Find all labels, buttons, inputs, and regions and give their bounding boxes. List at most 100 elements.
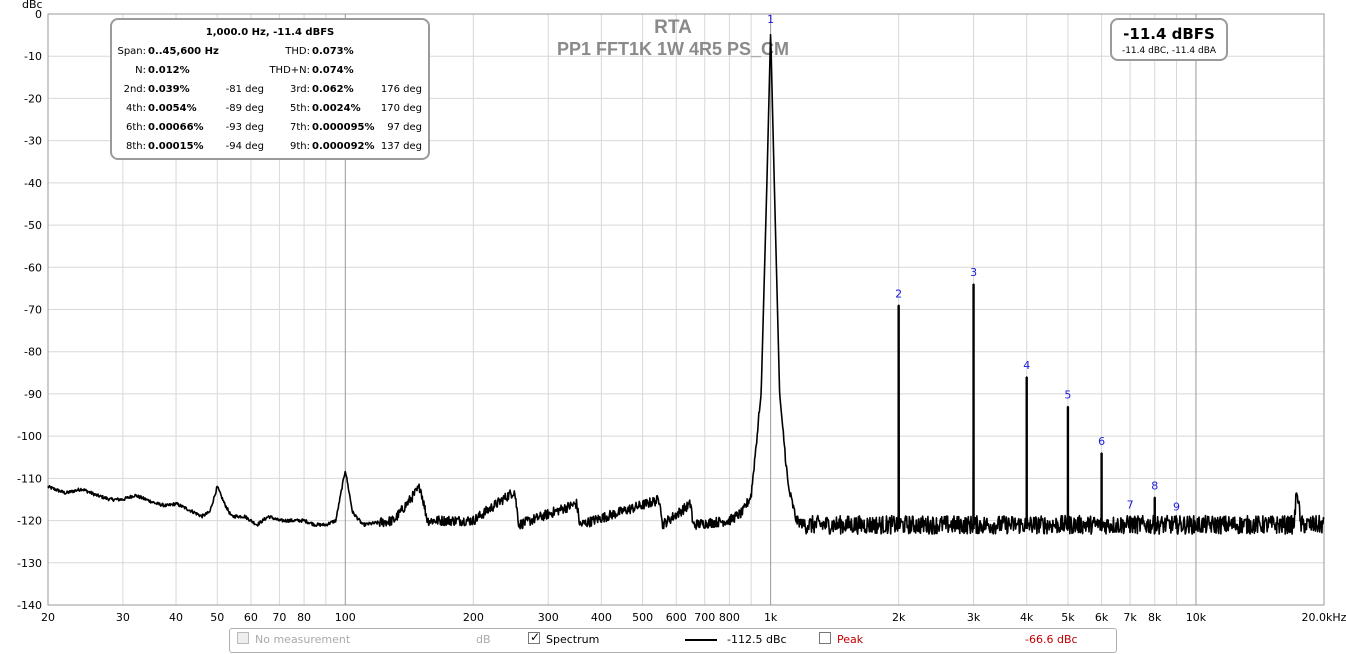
x-tick-label: 10k [1186, 611, 1207, 624]
harmonic-phase: -81 deg [225, 84, 264, 95]
distortion-info-box: 1,000.0 Hz, -11.4 dBFS Span: 0..45,600 H… [110, 18, 430, 160]
y-tick-label: -10 [24, 50, 42, 63]
harmonic-value: 0.039% [148, 84, 190, 95]
spectrum-trace [47, 33, 1325, 535]
harmonic-value: 0.00066% [148, 122, 204, 133]
plot-frame [47, 13, 1325, 606]
harmonic-phase: 137 deg [380, 141, 422, 152]
x-tick-label: 100 [335, 611, 356, 624]
x-tick-label: 6k [1095, 611, 1109, 624]
n-label: N: [135, 65, 146, 76]
harmonic-label: 9th: [290, 141, 310, 152]
n-value: 0.012% [148, 65, 190, 76]
no-measurement-checkbox[interactable] [237, 632, 249, 644]
y-tick-label: -90 [24, 388, 42, 401]
spectrum-checkbox[interactable]: ✓ [528, 630, 541, 644]
y-tick-label: -50 [24, 219, 42, 232]
harmonic-phase: 176 deg [380, 84, 422, 95]
harmonic-marker-label: 4 [1023, 359, 1030, 372]
harmonic-phase: 97 deg [387, 122, 422, 133]
y-tick-label: 0 [35, 8, 42, 21]
harmonic-marker-label: 1 [767, 13, 774, 26]
spectrum-label: Spectrum [546, 633, 600, 646]
harmonic-value: 0.00015% [148, 141, 204, 152]
harmonic-label: 3rd: [289, 84, 310, 95]
peak-checkbox[interactable] [819, 632, 831, 644]
no-measurement-unit: dB [476, 633, 491, 646]
harmonic-value: 0.0054% [148, 103, 197, 114]
info-header: 1,000.0 Hz, -11.4 dBFS [205, 27, 335, 38]
harmonic-label: 2nd: [123, 84, 146, 95]
harmonic-marker-label: 6 [1098, 435, 1105, 448]
x-tick-label: 300 [538, 611, 559, 624]
span-label: Span: [117, 46, 146, 57]
harmonic-marker-label: 3 [970, 266, 977, 279]
x-tick-label: 700 [694, 611, 715, 624]
spectrum-value: -112.5 dBc [727, 633, 787, 646]
harmonic-marker-label: 7 [1127, 498, 1134, 511]
harmonic-label: 8th: [126, 141, 146, 152]
level-main: -11.4 dBFS [1123, 25, 1215, 43]
harmonic-phase: 170 deg [380, 103, 422, 114]
legend-bar: No measurement dB ✓ Spectrum -112.5 dBc … [229, 628, 1117, 653]
no-measurement-label: No measurement [255, 633, 351, 646]
y-tick-label: -40 [24, 177, 42, 190]
x-tick-label: 60 [244, 611, 258, 624]
y-tick-label: -80 [24, 346, 42, 359]
y-tick-label: -60 [24, 261, 42, 274]
x-tick-label: 600 [666, 611, 687, 624]
chart-subtitle: PP1 FFT1K 1W 4R5 PS_CM [557, 39, 789, 59]
harmonic-label: 7th: [290, 122, 310, 133]
peak-label: Peak [837, 633, 864, 646]
x-tick-label: 70 [272, 611, 286, 624]
x-tick-label: 8k [1148, 611, 1162, 624]
x-tick-label: 400 [591, 611, 612, 624]
harmonic-value: 0.0024% [312, 103, 361, 114]
x-tick-label: 800 [719, 611, 740, 624]
x-tick-label: 80 [297, 611, 311, 624]
harmonic-marker-label: 5 [1064, 389, 1071, 402]
harmonic-value: 0.000092% [312, 141, 375, 152]
x-tick-label: 40 [169, 611, 183, 624]
harmonic-label: 6th: [126, 122, 146, 133]
y-tick-label: -120 [17, 515, 42, 528]
y-tick-label: -130 [17, 557, 42, 570]
harmonic-marker-label: 9 [1173, 500, 1180, 513]
span-value: 0..45,600 Hz [148, 46, 219, 57]
y-tick-label: -140 [17, 599, 42, 612]
thdn-value: 0.074% [312, 65, 354, 76]
x-tick-label: 20 [41, 611, 55, 624]
harmonic-phase: -94 deg [225, 141, 264, 152]
x-tick-label: 200 [463, 611, 484, 624]
x-tick-label: 2k [892, 611, 906, 624]
x-tick-label: 50 [210, 611, 224, 624]
y-tick-label: -30 [24, 135, 42, 148]
y-tick-label: -20 [24, 92, 42, 105]
harmonic-label: 5th: [290, 103, 310, 114]
x-tick-label: 7k [1123, 611, 1137, 624]
spectrum-line-swatch [685, 639, 717, 641]
x-tick-label: 500 [632, 611, 653, 624]
harmonic-marker-label: 2 [895, 287, 902, 300]
peak-value: -66.6 dBc [1025, 633, 1078, 646]
harmonic-phase: -93 deg [225, 122, 264, 133]
check-icon: ✓ [530, 630, 541, 644]
y-tick-label: -100 [17, 430, 42, 443]
harmonic-value: 0.000095% [312, 122, 375, 133]
harmonic-label: 4th: [126, 103, 146, 114]
thd-value: 0.073% [312, 46, 354, 57]
harmonic-marker-label: 8 [1151, 479, 1158, 492]
harmonic-value: 0.062% [312, 84, 354, 95]
y-axis-label: dBc [22, 0, 43, 11]
x-tick-label: 3k [967, 611, 981, 624]
x-tick-label: 20.0kHz [1302, 611, 1346, 624]
level-readout: -11.4 dBFS -11.4 dBC, -11.4 dBA [1110, 18, 1228, 61]
harmonic-phase: -89 deg [225, 103, 264, 114]
thd-label: THD: [285, 46, 310, 57]
level-sub: -11.4 dBC, -11.4 dBA [1121, 46, 1217, 56]
y-tick-label: -110 [17, 472, 42, 485]
y-tick-label: -70 [24, 304, 42, 317]
x-tick-label: 30 [116, 611, 130, 624]
chart-title: RTA [654, 17, 692, 38]
x-tick-label: 1k [764, 611, 778, 624]
